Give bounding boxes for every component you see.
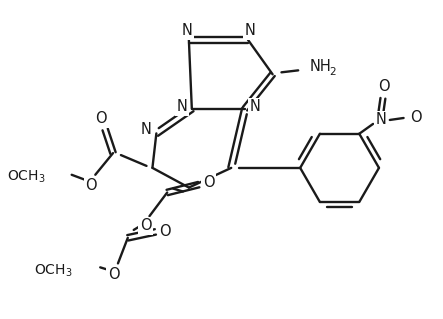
Text: N: N [182,24,192,39]
Text: O: O [159,224,171,239]
Text: O: O [411,110,422,125]
Text: N: N [249,99,260,114]
Text: N: N [376,113,386,128]
Text: N: N [245,24,255,39]
Text: O: O [85,178,97,193]
Text: OCH$_3$: OCH$_3$ [34,263,73,279]
Text: O: O [95,111,107,126]
Text: O: O [203,175,214,190]
Text: O: O [378,79,390,94]
Text: OCH$_3$: OCH$_3$ [8,168,46,185]
Text: O: O [108,267,120,282]
Text: 2: 2 [330,67,336,77]
Text: O: O [140,219,152,234]
Text: N: N [177,99,187,114]
Text: N: N [141,122,152,137]
Text: NH: NH [310,59,332,74]
